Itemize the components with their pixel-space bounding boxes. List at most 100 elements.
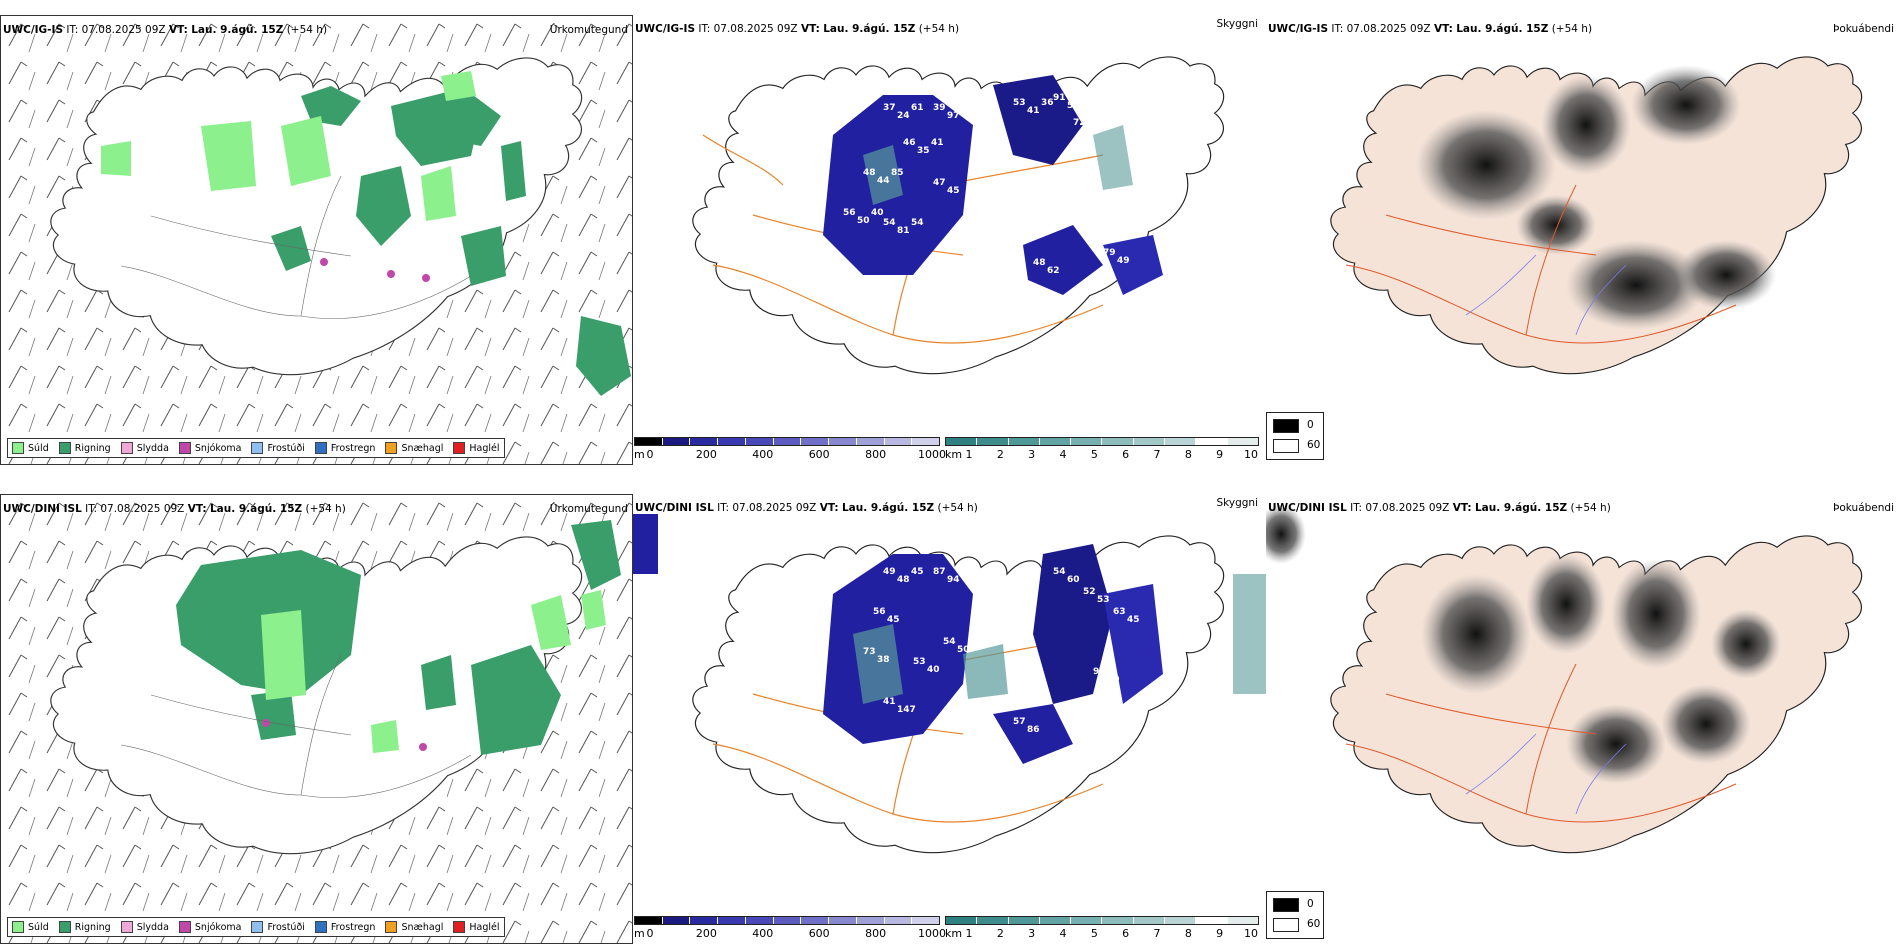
cloud-base-value: 94 [947, 575, 960, 585]
visibility-area-edge [1233, 574, 1266, 694]
colorbar-tick-label: 4 [1059, 448, 1067, 461]
colorbar-segment [1071, 438, 1103, 445]
colorbar-unit: m [634, 448, 645, 461]
colorbar-segment [662, 438, 691, 445]
colorbar-segment [1133, 917, 1166, 924]
rivers [1465, 254, 1627, 336]
colorbar-tick-label: 5 [1090, 927, 1098, 940]
legend-swatch [12, 921, 24, 933]
colorbar-segment [1196, 438, 1228, 445]
cloud-base-areas [823, 544, 1163, 764]
colorbar-ticks: 1 2 3 4 5 6 7 8 9 10 [633, 448, 1266, 462]
legend-item: Frostúði [251, 921, 305, 933]
colorbar-segment [884, 917, 913, 924]
panel-title: Þokuábendi [1833, 502, 1894, 514]
drizzle-areas [261, 590, 606, 753]
valid-time: Lau. 9.ágú. 15Z [823, 23, 916, 35]
colorbar-unit: km [945, 927, 963, 940]
panel-title: Úrkomutegund [549, 24, 628, 36]
cloud-base-value: 53 [1087, 126, 1100, 136]
colorbar-segment [946, 438, 978, 445]
valid-time: Lau. 9.ágú. 15Z [209, 503, 303, 515]
cloud-base-value: 72 [1073, 118, 1086, 128]
cloud-base-value: 61 [911, 103, 924, 113]
cloud-base-value: 63 [1113, 607, 1126, 617]
cloud-base-value: 50 [957, 645, 970, 655]
legend-swatch [12, 442, 24, 454]
cloud-base-value: 53 [1013, 98, 1026, 108]
legend-swatch [178, 442, 191, 454]
colorbar-segment [977, 438, 1009, 445]
colorbar-segment [635, 917, 663, 924]
roads [1345, 663, 1737, 823]
cloud-base-value: 53 [1097, 595, 1110, 605]
colorbar-unit: m [634, 927, 645, 940]
cloud-base-value: 35 [917, 146, 930, 156]
lead-time: (+54 h) [937, 502, 978, 514]
cloud-base-value: 147 [897, 705, 916, 715]
init-time: IT: 07.08.2025 09Z [1350, 502, 1450, 514]
cloud-base-value: 46 [903, 138, 916, 148]
legend-item: Rigning [58, 442, 111, 454]
legend-label: Haglél [469, 921, 500, 933]
fog-index-panel-top: UWC/IG-IS IT: 07.08.2025 09Z VT: Lau. 9.… [1266, 15, 1900, 465]
lead-time: (+54 h) [286, 24, 328, 36]
iceland-map [1, 495, 632, 943]
colorbar-ticks: 0 200 400 600 800 1000 [633, 448, 1266, 462]
init-time: IT: 07.08.2025 09Z [85, 503, 185, 515]
fog-areas [1416, 65, 1776, 330]
roads [120, 175, 472, 319]
cloud-base-value: 50 [857, 216, 870, 226]
valid-time: Lau. 9.ágú. 15Z [841, 502, 935, 514]
visibility-colorbar [945, 437, 1259, 446]
legend-label: Frostúði [267, 442, 305, 454]
fog-legend: 0 60 [1266, 412, 1324, 460]
lead-time: (+54 h) [305, 503, 346, 515]
colorbar-segment [718, 438, 746, 445]
legend-item: Rigning [58, 921, 111, 933]
legend-label: Frostúði [267, 921, 305, 933]
colorbar-tick-label: 8 [1184, 448, 1192, 461]
legend-swatch [251, 442, 264, 454]
valid-time-label: VT: [168, 24, 188, 36]
legend-item: Frostregn [314, 442, 375, 454]
init-time: IT: 07.08.2025 09Z [698, 23, 798, 35]
legend-swatch [453, 442, 466, 454]
model-name: UWC/IG-IS [635, 23, 696, 35]
legend-swatch [385, 442, 398, 454]
valid-time: Lau. 9.ágú. 15Z [191, 24, 284, 36]
precip-type-panel-top: UWC/IG-IS IT: 07.08.2025 09Z VT: Lau. 9.… [0, 15, 633, 465]
snow-spots [320, 258, 430, 282]
colorbar-segment [745, 438, 774, 445]
colorbar-segment [856, 917, 885, 924]
legend-swatch [58, 921, 71, 933]
cloud-base-value: 85 [891, 168, 904, 178]
fog-legend-low-label: 60 [1307, 918, 1321, 930]
cloud-base-value: 52 [1083, 587, 1096, 597]
colorbar-tick-label: 400 [752, 448, 774, 461]
colorbar-tick-label: 6 [1122, 927, 1130, 940]
valid-time-label: VT: [1452, 502, 1472, 514]
cloud-base-value: 45 [887, 615, 900, 625]
colorbar-segment [635, 438, 663, 445]
legend-swatch [314, 442, 327, 454]
legend-swatch [453, 921, 466, 933]
cloud-base-colorbar [634, 437, 940, 446]
precip-type-legend: Súld Rigning Slydda Snjókoma Frostúði Fr… [7, 438, 505, 458]
colorbar-segment [801, 438, 830, 445]
cloud-base-value: 49 [883, 567, 896, 577]
panel-title: Úrkomutegund [549, 503, 628, 515]
cloud-base-value: 97 [947, 111, 960, 121]
colorbar-segment [801, 917, 830, 924]
legend-item: Frostúði [251, 442, 305, 454]
legend-swatch [385, 921, 398, 933]
legend-item: Slydda [120, 921, 169, 933]
roads [120, 654, 472, 798]
colorbar-tick-label: 4 [1059, 927, 1067, 940]
legend-item: Snæhagl [385, 442, 443, 454]
panel-title: Þokuábendi [1833, 23, 1894, 35]
legend-label: Snjókoma [194, 442, 242, 454]
cloud-base-value: 80 [1107, 675, 1120, 685]
cloud-base-value: 41 [961, 103, 974, 113]
fog-legend-high-label: 0 [1307, 898, 1314, 910]
